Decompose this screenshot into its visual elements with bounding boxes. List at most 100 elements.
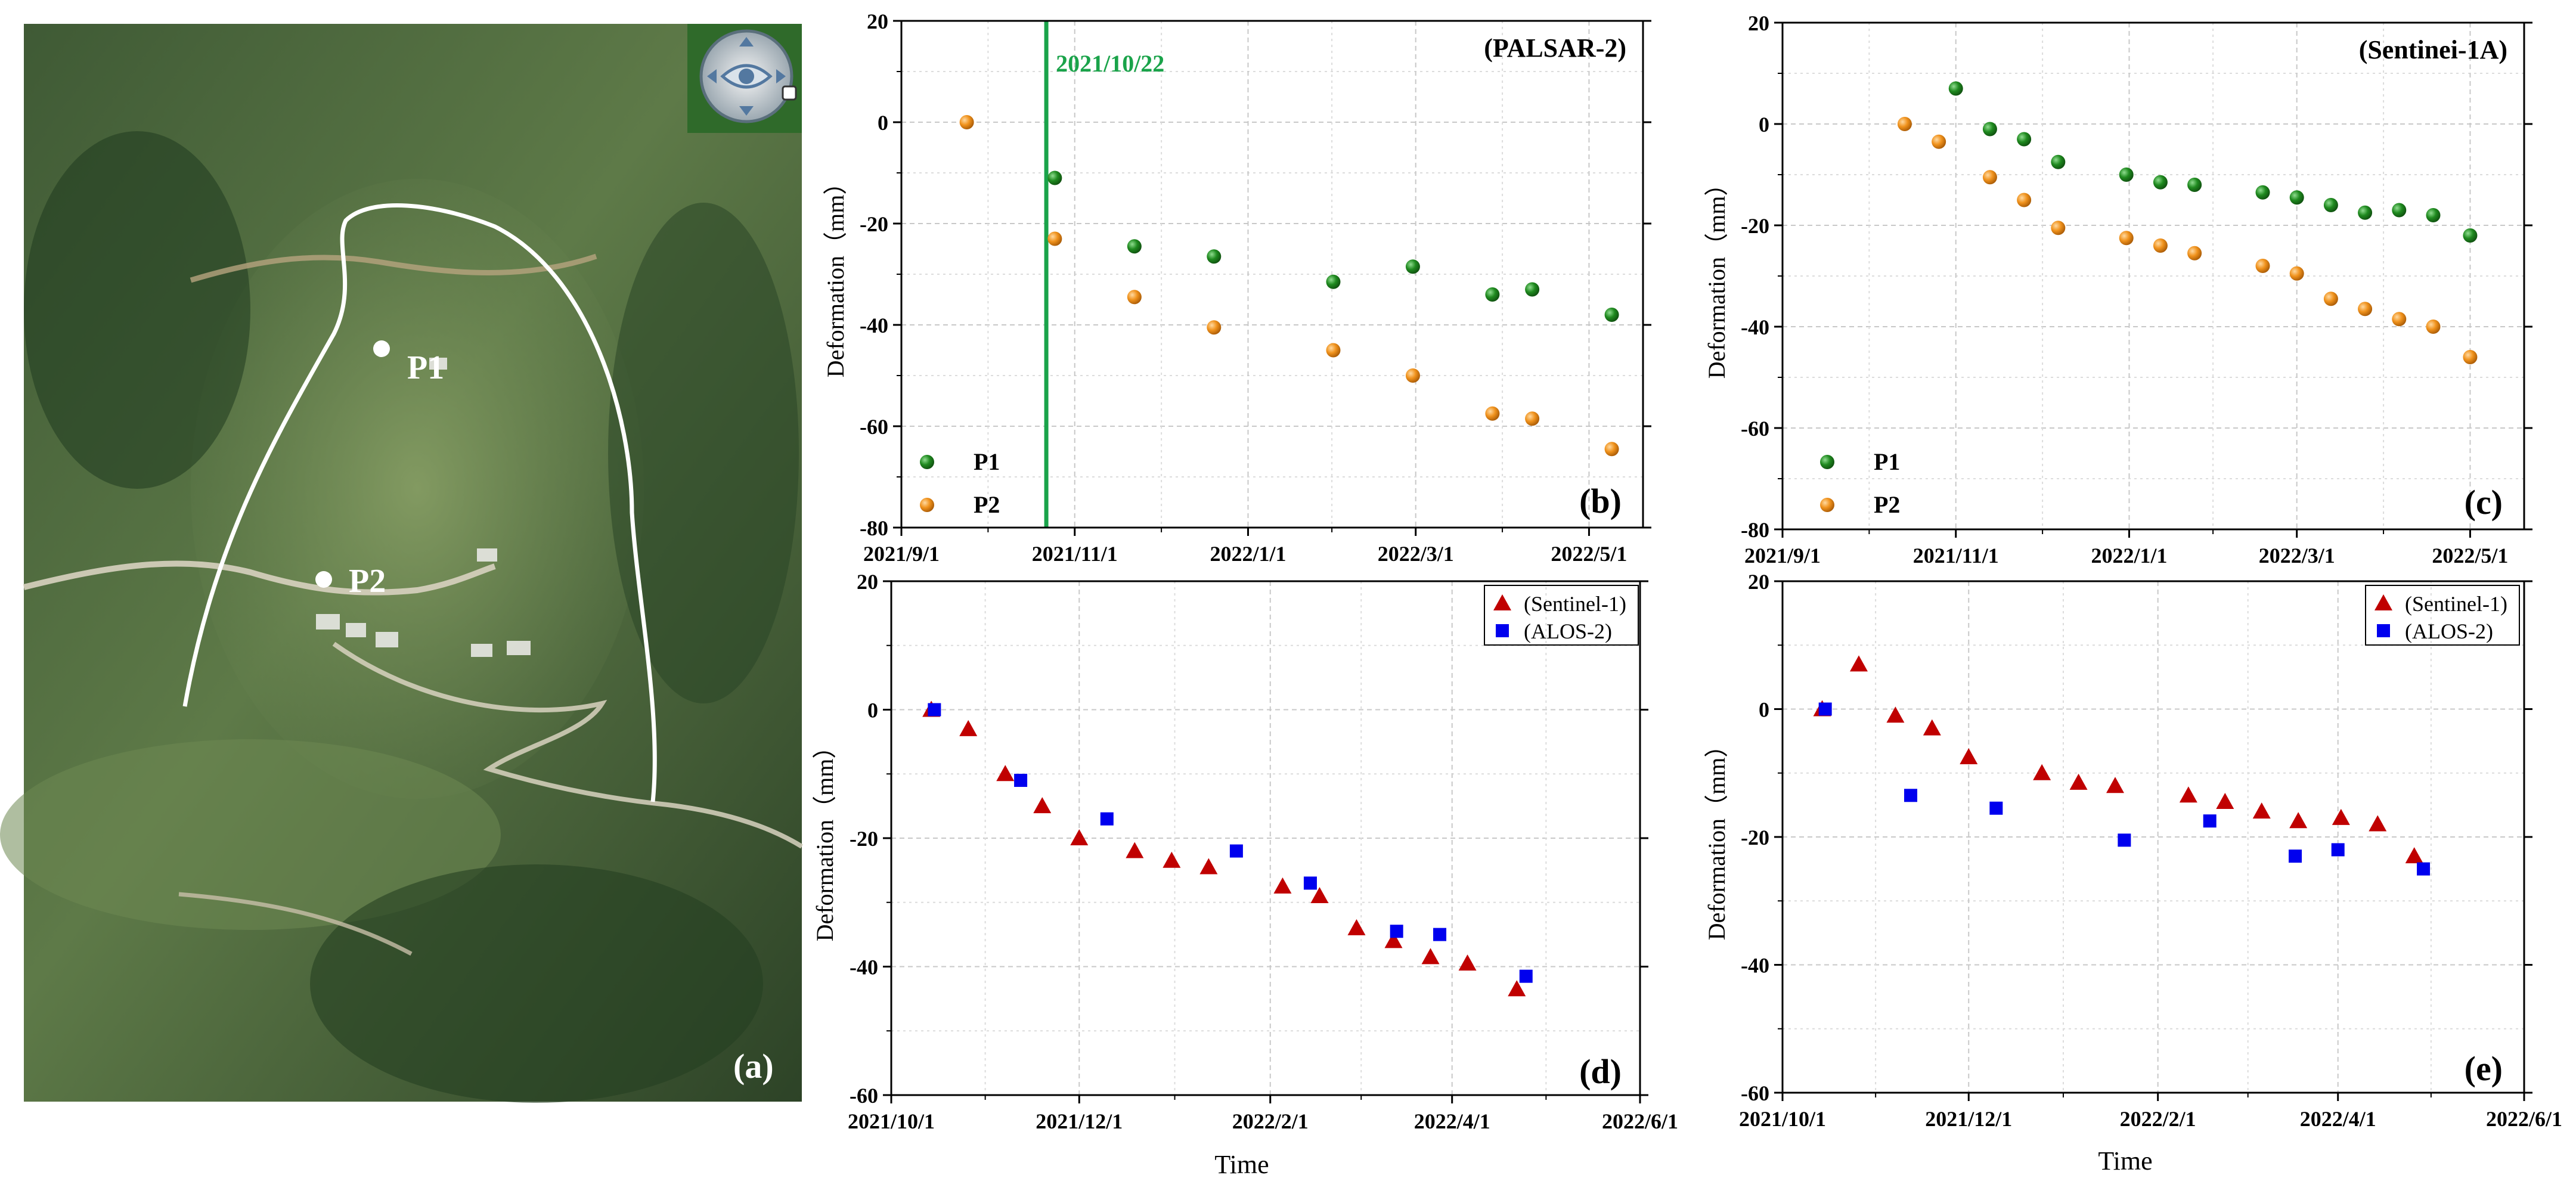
navigation-eye-icon [707, 37, 786, 116]
data-point-s1 [1948, 81, 1963, 96]
x-tick-label: 2022/1/1 [1210, 542, 1286, 566]
data-point-s1 [2289, 812, 2308, 829]
data-point-s2 [2187, 246, 2202, 261]
data-point-s2 [1207, 320, 1222, 335]
p1-marker [373, 340, 390, 357]
data-point-s1 [1163, 851, 1181, 868]
legend-marker [920, 498, 934, 512]
grid-d [891, 581, 1640, 1095]
y-tick-label: -40 [860, 314, 888, 337]
data-point-s1 [1273, 877, 1292, 894]
x-tick-label: 2022/4/1 [2300, 1107, 2376, 1131]
x-tick-label: 2021/9/1 [1744, 544, 1821, 568]
data-point-s2 [2203, 814, 2217, 828]
data-point-s2 [1326, 343, 1341, 358]
data-point-s2 [2017, 193, 2032, 207]
data-point-s1 [2405, 847, 2423, 864]
legend-box [1484, 585, 1639, 646]
data-point-s1 [2426, 208, 2441, 222]
marks-b: 2021/10/22 [959, 21, 1619, 528]
data-point-s2 [2051, 221, 2066, 235]
data-point-s2 [1014, 774, 1028, 787]
y-tick-label: 0 [1759, 698, 1769, 722]
x-tick-label: 2021/12/1 [1925, 1107, 2012, 1131]
y-axis-label-b: Deformation（mm） [822, 171, 849, 378]
data-point-s2 [1818, 702, 1832, 716]
satellite-map-panel: P1 P2 (a) [0, 24, 804, 1103]
legend-label: (ALOS-2) [2405, 619, 2493, 643]
y-tick-label: -20 [860, 212, 888, 236]
chart-panel-d: -60 -40 -20 0 20 2021/10/1 2021/12/1 2022/2/1 20… [811, 570, 1678, 1179]
data-point-s1 [1982, 122, 1997, 137]
x-tick-label: 2021/10/1 [848, 1109, 935, 1133]
data-point-s2 [1982, 170, 1997, 185]
data-point-s2 [1519, 969, 1533, 983]
data-point-s1 [2289, 190, 2304, 205]
legend-e: (Sentinel-1) (ALOS-2) [2365, 585, 2520, 646]
data-point-s1 [1960, 748, 1978, 764]
y-tick-label: -40 [1741, 315, 1769, 339]
panel-label-e: (e) [2465, 1049, 2503, 1088]
panel-label-b: (b) [1579, 482, 1622, 520]
data-point-s2 [1989, 801, 2003, 815]
chart-title-b: (PALSAR-2) [1484, 33, 1626, 63]
legend-d: (Sentinel-1) (ALOS-2) [1484, 585, 1639, 646]
data-point-s1 [1485, 287, 1500, 302]
y-tick-label: -80 [860, 516, 888, 540]
chart-panel-e: -60 -40 -20 0 20 2021/10/1 2021/12/1 2022/2/1 20… [1703, 570, 2562, 1176]
landslide-boundary [182, 203, 657, 802]
y-tick-label: -40 [850, 956, 878, 979]
y-tick-label: -40 [1741, 954, 1769, 978]
navigation-widget[interactable] [687, 24, 802, 133]
data-point-s1 [2153, 175, 2168, 190]
legend-marker [2377, 624, 2390, 637]
y-tick-label: -60 [1741, 417, 1769, 441]
data-point-s1 [1405, 259, 1420, 274]
data-point-s2 [2323, 292, 2338, 306]
y-tick-label: 20 [1748, 11, 1769, 35]
y-axis-label-c: Deformation（mm） [1703, 172, 1730, 379]
x-tick-label: 2022/6/1 [1602, 1109, 1678, 1133]
y-tick-label: -20 [1741, 826, 1769, 849]
data-point-s2 [2358, 302, 2373, 317]
data-point-s1 [1384, 932, 1403, 948]
x-tick-label: 2022/1/1 [2091, 544, 2167, 568]
data-point-s1 [2119, 168, 2134, 182]
data-point-s1 [1604, 308, 1619, 322]
y-tick-label: -60 [1741, 1081, 1769, 1105]
data-point-s1 [1033, 797, 1052, 814]
data-point-s1 [2323, 198, 2338, 212]
data-point-s1 [1508, 980, 1526, 997]
forest-patch [24, 131, 250, 489]
data-point-s2 [2118, 833, 2131, 847]
data-point-s2 [928, 703, 941, 717]
data-point-s2 [2255, 259, 2270, 273]
y-tick-label: 0 [878, 111, 888, 135]
data-point-s2 [1047, 231, 1062, 246]
y-tick-label: -20 [850, 827, 878, 851]
y-tick-label: 0 [1759, 113, 1769, 137]
data-point-s1 [2017, 132, 2032, 147]
x-tick-label: 2021/9/1 [863, 542, 940, 566]
data-point-s1 [2255, 185, 2270, 200]
data-point-s1 [2392, 203, 2407, 218]
y-tick-label: 20 [1748, 570, 1769, 594]
data-point-s2 [1604, 442, 1619, 457]
data-point-s2 [1127, 290, 1142, 305]
data-point-s1 [1047, 170, 1062, 185]
data-point-s2 [959, 115, 974, 129]
legend-label: (ALOS-2) [1524, 619, 1612, 643]
data-point-s2 [2426, 320, 2441, 334]
legend-label: P1 [974, 448, 1000, 475]
legend-marker [1493, 594, 1511, 610]
data-point-s1 [1310, 886, 1329, 903]
data-point-s2 [1390, 925, 1403, 938]
data-point-s1 [1326, 274, 1341, 289]
axes-e: -60 -40 -20 0 20 2021/10/1 2021/12/1 2022/2/1 20… [1739, 570, 2562, 1131]
x-tick-label: 2022/2/1 [1232, 1109, 1309, 1133]
data-point-s2 [1405, 368, 1420, 383]
data-point-s2 [2331, 843, 2345, 857]
panel-label-c: (c) [2465, 483, 2503, 522]
legend-marker [1820, 498, 1834, 512]
data-point-s2 [2289, 849, 2302, 863]
